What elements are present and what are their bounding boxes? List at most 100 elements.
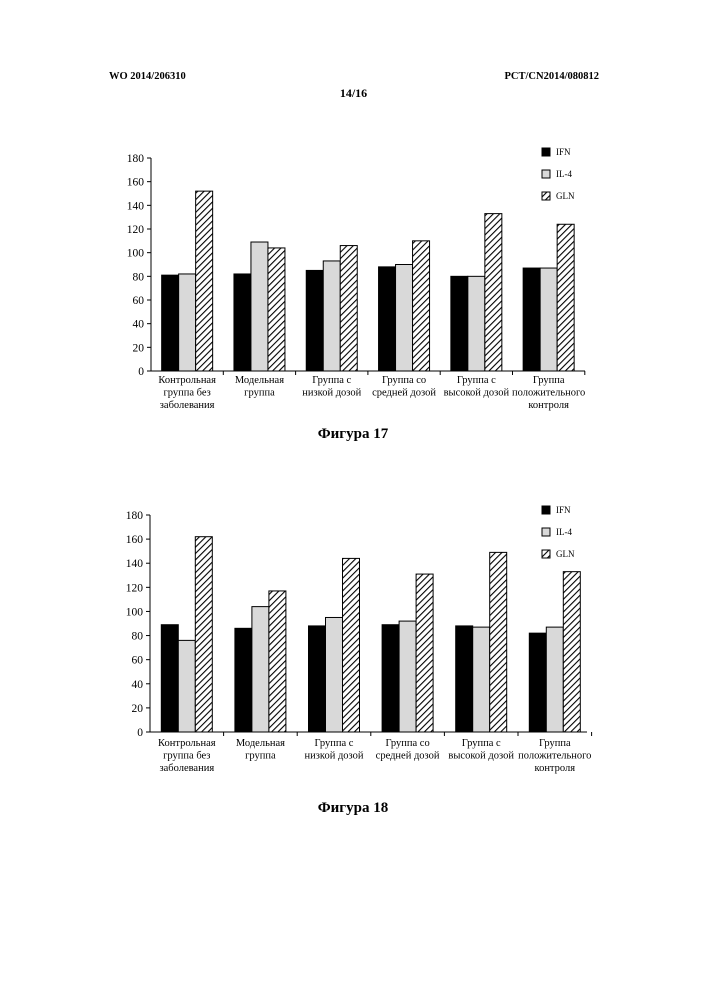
category-label-line: Группа с <box>462 738 501 749</box>
y-tick-label: 20 <box>132 703 144 715</box>
category-label: Группа со средней дозой <box>372 375 436 399</box>
category-label-line: низкой дозой <box>302 388 361 399</box>
y-tick-label: 140 <box>127 200 145 212</box>
bar-il4-4 <box>467 275 486 372</box>
bar-il4-3 <box>395 264 414 372</box>
category-label: Группа положительного контроля <box>518 738 591 774</box>
category-label-line: Группа с <box>315 738 354 749</box>
bar-ifn-2 <box>308 625 326 733</box>
bar-ifn-5 <box>522 267 541 372</box>
category-label: Группа положительного контроля <box>512 375 585 411</box>
publication-number: WO 2014/206310 <box>109 71 186 82</box>
category-label-line: Модельная <box>235 375 284 386</box>
y-tick-label: 20 <box>133 342 145 354</box>
bar-gln-1 <box>268 590 287 733</box>
bar-ifn-4 <box>450 275 469 372</box>
category-label-line: высокой дозой <box>448 751 514 762</box>
bar-gln-0 <box>195 190 214 372</box>
application-number: PCT/CN2014/080812 <box>504 71 600 82</box>
bar-ifn-3 <box>378 266 397 372</box>
y-tick-label: 60 <box>133 295 145 307</box>
legend-label: IL-4 <box>556 169 572 179</box>
y-tick-label: 120 <box>127 224 145 236</box>
y-tick-label: 120 <box>126 582 144 594</box>
y-tick-label: 60 <box>132 655 144 667</box>
legend-label: IFN <box>556 505 571 515</box>
bar-gln-5 <box>556 223 575 372</box>
y-tick-label: 160 <box>127 177 145 189</box>
bar-gln-2 <box>342 557 360 733</box>
page-number: 14/16 <box>339 86 368 100</box>
bar-gln-1 <box>267 247 286 372</box>
bar-ifn-2 <box>305 269 324 372</box>
legend-swatch-ifn <box>541 147 551 157</box>
bar-il4-3 <box>398 620 417 733</box>
bar-gln-4 <box>489 551 508 733</box>
bar-il4-4 <box>472 626 491 733</box>
y-tick-label: 160 <box>126 534 144 546</box>
bar-il4-0 <box>177 639 196 733</box>
category-label: Модельная группа <box>236 738 285 762</box>
legend-label: GLN <box>556 191 575 201</box>
legend-label: GLN <box>556 549 575 559</box>
category-label: Модельная группа <box>235 375 284 399</box>
category-label-line: Контрольная <box>158 375 216 386</box>
bar-il4-1 <box>250 241 269 372</box>
y-tick-label: 180 <box>126 510 144 522</box>
legend-swatch-ifn <box>541 505 551 515</box>
category-label-line: положительного <box>512 388 585 399</box>
bar-gln-3 <box>415 573 434 733</box>
bar-ifn-4 <box>455 625 474 733</box>
category-label-line: Модельная <box>236 738 285 749</box>
bar-ifn-1 <box>234 627 253 733</box>
bar-ifn-0 <box>160 624 179 733</box>
category-label: Группа с низкой дозой <box>305 738 364 762</box>
y-tick-label: 100 <box>127 248 145 260</box>
bar-il4-2 <box>325 616 343 733</box>
category-label-line: группа <box>245 751 276 762</box>
category-label-line: Группа <box>539 738 571 749</box>
legend-swatch-gln <box>541 191 551 201</box>
bar-il4-5 <box>539 267 558 372</box>
category-label-line: группа <box>244 388 275 399</box>
category-label-line: заболевания <box>159 763 214 774</box>
figure-caption: Фигура 18 <box>318 800 388 816</box>
category-label-line: контроля <box>535 763 576 774</box>
category-label: Контрольная группа без заболевания <box>158 375 216 411</box>
category-label-line: Группа со <box>385 738 429 749</box>
category-label-line: Группа с <box>312 375 351 386</box>
legend-swatch-il4 <box>541 169 551 179</box>
y-tick-label: 100 <box>126 606 144 618</box>
bar-gln-5 <box>562 571 581 733</box>
category-label-line: Группа с <box>457 375 496 386</box>
y-tick-label: 40 <box>133 319 145 331</box>
category-label-line: заболевания <box>160 400 215 411</box>
bar-gln-4 <box>484 213 503 372</box>
bar-ifn-0 <box>161 274 180 372</box>
y-tick-label: 180 <box>127 153 145 165</box>
y-tick-label: 80 <box>133 271 145 283</box>
category-label: Группа с высокой дозой <box>448 738 514 762</box>
category-label-line: средней дозой <box>376 751 440 762</box>
category-label-line: положительного <box>518 751 591 762</box>
bar-gln-0 <box>194 536 213 733</box>
category-label-line: высокой дозой <box>444 388 510 399</box>
category-label-line: низкой дозой <box>305 751 364 762</box>
y-tick-label: 0 <box>137 727 143 739</box>
bar-gln-3 <box>412 240 431 372</box>
legend-label: IFN <box>556 147 571 157</box>
bar-gln-2 <box>339 245 358 372</box>
category-label: Группа с высокой дозой <box>444 375 510 399</box>
category-label-line: Контрольная <box>158 738 216 749</box>
figure-caption: Фигура 17 <box>318 426 389 442</box>
category-label-line: средней дозой <box>372 388 436 399</box>
category-label-line: Группа <box>533 375 565 386</box>
y-tick-label: 80 <box>132 631 144 643</box>
category-label-line: Группа со <box>382 375 426 386</box>
bar-ifn-1 <box>233 273 252 372</box>
bar-il4-5 <box>545 626 564 733</box>
y-tick-label: 140 <box>126 558 144 570</box>
bar-il4-1 <box>251 606 270 733</box>
y-tick-label: 0 <box>138 366 144 378</box>
bar-ifn-3 <box>381 624 400 733</box>
